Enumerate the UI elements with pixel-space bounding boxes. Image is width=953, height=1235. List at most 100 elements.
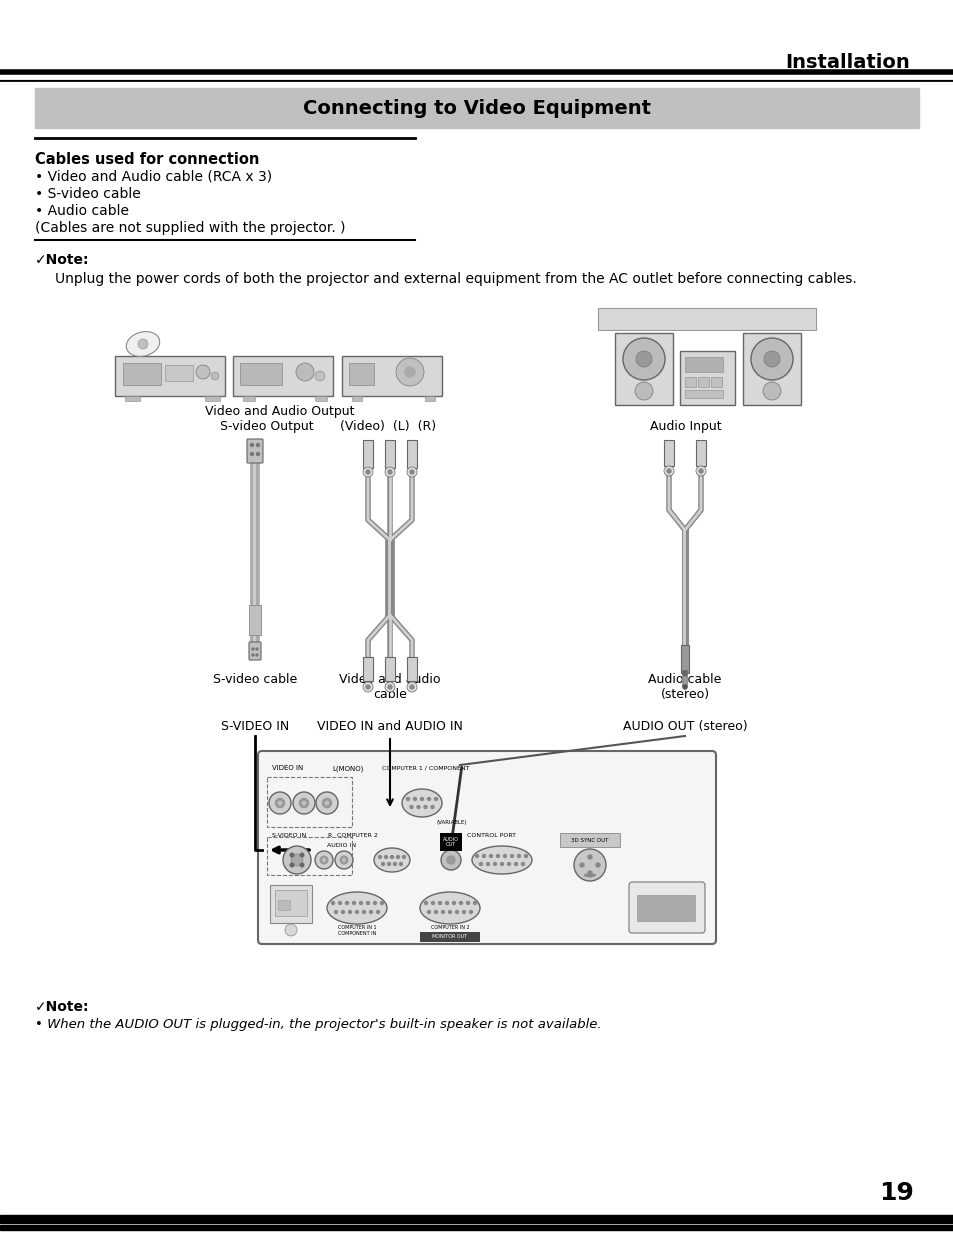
Circle shape xyxy=(374,902,376,904)
Circle shape xyxy=(275,798,284,808)
Circle shape xyxy=(448,910,451,914)
Text: VIDEO IN and AUDIO IN: VIDEO IN and AUDIO IN xyxy=(316,720,462,734)
Circle shape xyxy=(385,682,395,692)
FancyBboxPatch shape xyxy=(247,438,263,463)
Circle shape xyxy=(574,848,605,881)
Circle shape xyxy=(587,871,592,876)
Circle shape xyxy=(410,805,413,809)
FancyBboxPatch shape xyxy=(249,642,261,659)
Text: COMPUTER IN 1
COMPONENT IN: COMPUTER IN 1 COMPONENT IN xyxy=(337,925,375,936)
Circle shape xyxy=(441,910,444,914)
Text: L(MONO): L(MONO) xyxy=(332,764,363,772)
Circle shape xyxy=(469,910,472,914)
Bar xyxy=(115,356,225,396)
Bar xyxy=(35,88,918,128)
Text: S-video cable: S-video cable xyxy=(213,673,296,685)
Circle shape xyxy=(399,862,402,866)
Circle shape xyxy=(696,466,705,475)
Bar xyxy=(267,777,352,827)
Circle shape xyxy=(596,863,599,867)
Text: Cables used for connection: Cables used for connection xyxy=(35,152,259,167)
Bar xyxy=(385,657,395,680)
FancyBboxPatch shape xyxy=(257,751,716,944)
Bar xyxy=(267,837,352,876)
Circle shape xyxy=(427,798,430,800)
Circle shape xyxy=(388,471,392,474)
Bar xyxy=(314,396,327,401)
Text: S-VIDEO IN: S-VIDEO IN xyxy=(221,720,289,734)
Bar xyxy=(615,333,672,405)
Circle shape xyxy=(283,846,311,874)
Circle shape xyxy=(366,902,369,904)
Bar xyxy=(125,396,140,401)
Bar xyxy=(363,657,373,680)
Text: (Cables are not supplied with the projector. ): (Cables are not supplied with the projec… xyxy=(35,221,345,235)
Circle shape xyxy=(396,856,399,858)
Circle shape xyxy=(420,798,423,800)
Circle shape xyxy=(479,862,482,866)
Circle shape xyxy=(390,856,393,858)
Text: S-video Output: S-video Output xyxy=(220,420,314,433)
Circle shape xyxy=(636,351,651,367)
Circle shape xyxy=(387,862,390,866)
Text: COMPUTER 2: COMPUTER 2 xyxy=(336,832,377,839)
Circle shape xyxy=(291,853,303,866)
Text: HDMI: HDMI xyxy=(659,925,683,934)
Bar xyxy=(407,657,416,680)
Circle shape xyxy=(507,862,510,866)
Ellipse shape xyxy=(374,848,410,872)
Bar xyxy=(419,932,479,942)
Circle shape xyxy=(682,685,686,689)
Circle shape xyxy=(447,856,455,864)
Text: 3D SYNC OUT: 3D SYNC OUT xyxy=(571,837,608,842)
Bar xyxy=(0,1225,953,1230)
Bar xyxy=(240,363,282,385)
Circle shape xyxy=(410,685,414,689)
Circle shape xyxy=(251,452,253,456)
Ellipse shape xyxy=(472,846,532,874)
Text: Installation: Installation xyxy=(784,53,909,72)
Text: ✓Note:: ✓Note: xyxy=(35,253,90,267)
Circle shape xyxy=(366,685,370,689)
Text: 19: 19 xyxy=(879,1181,913,1205)
Circle shape xyxy=(406,798,409,800)
Circle shape xyxy=(369,910,372,914)
Circle shape xyxy=(503,855,506,857)
Circle shape xyxy=(431,902,434,904)
Circle shape xyxy=(299,798,309,808)
Bar xyxy=(270,885,312,923)
Circle shape xyxy=(452,902,455,904)
Bar xyxy=(598,308,815,330)
Circle shape xyxy=(322,858,325,861)
Circle shape xyxy=(524,855,527,857)
Circle shape xyxy=(493,862,496,866)
Circle shape xyxy=(290,853,294,857)
Circle shape xyxy=(300,853,303,857)
Bar xyxy=(385,440,395,468)
Circle shape xyxy=(388,685,392,689)
Circle shape xyxy=(431,805,434,809)
Circle shape xyxy=(256,452,259,456)
Bar xyxy=(559,832,619,847)
Bar xyxy=(233,356,333,396)
Circle shape xyxy=(363,467,373,477)
Circle shape xyxy=(366,471,370,474)
Bar xyxy=(684,357,722,372)
Circle shape xyxy=(500,862,503,866)
Circle shape xyxy=(402,856,405,858)
Bar xyxy=(349,363,374,385)
Bar xyxy=(439,832,461,851)
Circle shape xyxy=(340,856,348,863)
Circle shape xyxy=(342,858,345,861)
Circle shape xyxy=(440,850,460,869)
Ellipse shape xyxy=(401,789,441,818)
Text: S-VIDEO IN: S-VIDEO IN xyxy=(272,832,306,839)
Circle shape xyxy=(335,851,353,869)
Circle shape xyxy=(622,338,664,380)
Circle shape xyxy=(462,910,465,914)
Text: AUDIO
OUT: AUDIO OUT xyxy=(442,836,458,847)
Bar xyxy=(274,890,307,916)
Circle shape xyxy=(138,338,148,350)
Circle shape xyxy=(438,902,441,904)
Circle shape xyxy=(475,855,478,857)
